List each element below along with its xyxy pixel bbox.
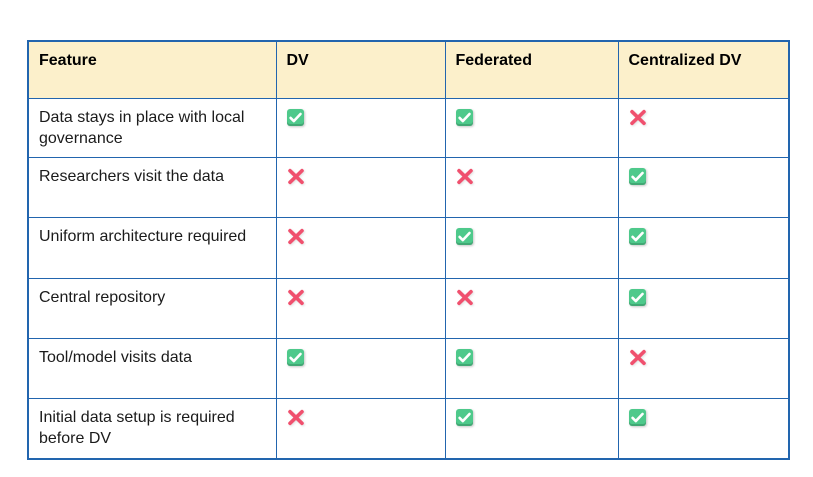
table-row: Central repository [27, 277, 790, 339]
check-icon [286, 108, 304, 126]
check-icon [628, 227, 646, 245]
cross-icon [629, 349, 647, 366]
check-icon [455, 408, 473, 426]
header-dv: DV [275, 40, 446, 99]
cross-icon [629, 109, 647, 126]
check-icon [455, 227, 473, 245]
cross-icon [287, 168, 305, 185]
table-row: Tool/model visits data [27, 337, 790, 399]
check-icon [628, 167, 646, 185]
table-row: Researchers visit the data [27, 156, 790, 218]
feature-label: Data stays in place with local governanc… [27, 97, 277, 158]
check-icon [628, 288, 646, 306]
check-icon [628, 408, 646, 426]
check-icon [455, 108, 473, 126]
check-icon [455, 348, 473, 366]
cross-icon [287, 228, 305, 245]
feature-label: Central repository [27, 277, 277, 339]
table-row: Uniform architecture required [27, 216, 790, 279]
cross-icon [287, 289, 305, 306]
cross-icon [456, 168, 474, 185]
feature-comparison-table: Feature DV Federated Centralized DV Data… [27, 40, 790, 460]
header-centralized-dv: Centralized DV [617, 40, 790, 99]
header-feature: Feature [27, 40, 277, 99]
cross-icon [287, 409, 305, 426]
header-row: Feature DV Federated Centralized DV [27, 40, 790, 99]
feature-label: Uniform architecture required [27, 216, 277, 279]
feature-label: Researchers visit the data [27, 156, 277, 218]
header-federated: Federated [444, 40, 619, 99]
feature-label: Tool/model visits data [27, 337, 277, 399]
cross-icon [456, 289, 474, 306]
check-icon [286, 348, 304, 366]
table-row: Data stays in place with local governanc… [27, 97, 790, 158]
feature-label: Initial data setup is required before DV [27, 397, 277, 460]
table-row: Initial data setup is required before DV [27, 397, 790, 460]
